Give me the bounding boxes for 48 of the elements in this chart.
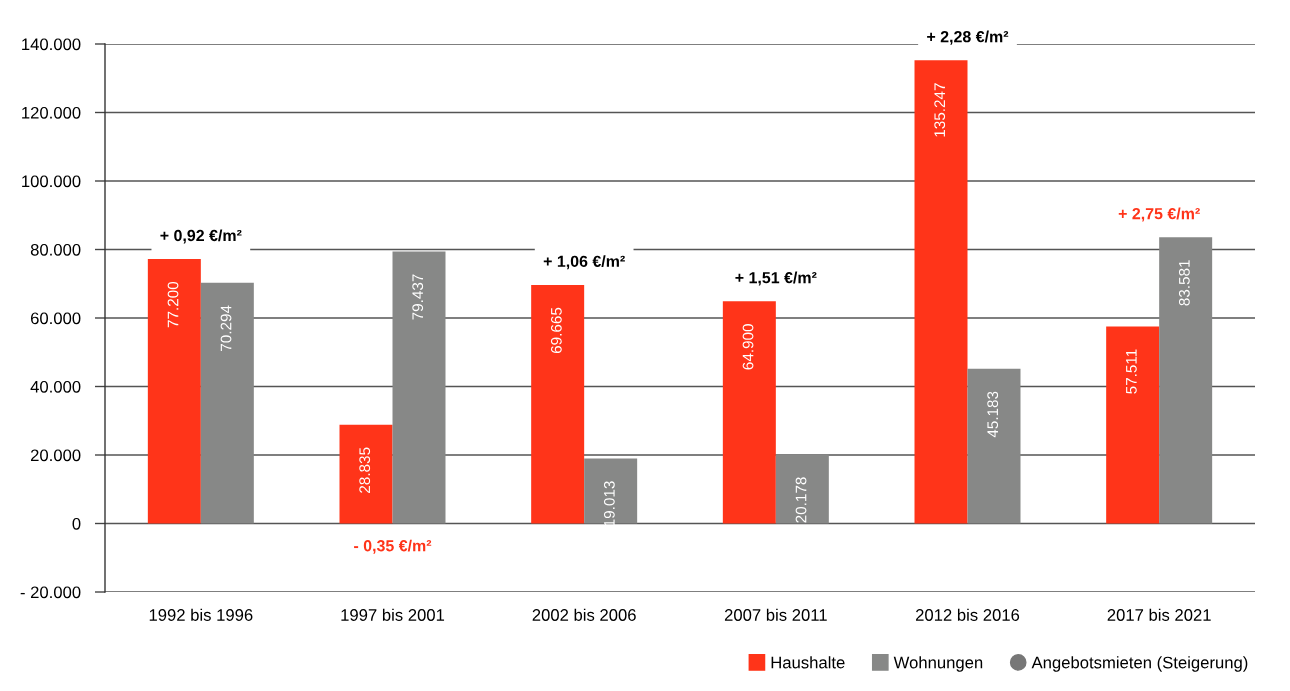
annotation: + 1,06 €/m² [543, 255, 625, 270]
bar [914, 60, 968, 524]
y-tick-label: 100.000 [22, 175, 81, 188]
x-tick-label: 2012 bis 2016 [915, 608, 1020, 621]
data-label: 45.183 [987, 391, 999, 438]
data-label: 19.013 [603, 481, 615, 527]
y-tick-label: - 20.000 [20, 586, 81, 599]
legend-label: Angebotsmieten (Steigerung) [1031, 656, 1248, 672]
bar [1106, 326, 1160, 524]
bar [147, 259, 201, 524]
x-tick-label: 1997 bis 2001 [341, 608, 445, 621]
y-tick-label: 60.000 [30, 312, 81, 325]
legend-label: Wohnungen [893, 656, 983, 672]
bar [531, 284, 585, 524]
bar [200, 282, 254, 524]
data-label: 57.511 [1126, 349, 1137, 394]
y-tick-label: 20.000 [30, 449, 81, 462]
data-label: 135.247 [934, 83, 946, 137]
bar [1159, 237, 1213, 524]
annotation: + 0,92 €/m² [160, 229, 242, 244]
data-label: 77.200 [167, 281, 179, 328]
y-tick-label: 80.000 [30, 243, 81, 256]
annotation: + 2,28 €/m² [927, 30, 1009, 45]
y-tick-label: 0 [72, 517, 81, 530]
y-tick-label: 140.000 [22, 38, 81, 51]
bar [339, 424, 393, 524]
y-tick-label: 120.000 [22, 106, 81, 119]
bar [967, 368, 1021, 524]
data-label: 64.900 [742, 324, 754, 370]
data-label: 79.437 [412, 274, 424, 320]
x-tick-label: 2007 bis 2011 [724, 608, 827, 621]
annotation: - 0,35 €/m² [354, 539, 432, 554]
bar [584, 458, 638, 524]
legend-label: Haushalte [771, 656, 845, 669]
x-tick-label: 2002 bis 2006 [532, 608, 636, 621]
y-tick-label: 40.000 [30, 380, 81, 393]
data-label: 69.665 [550, 307, 562, 354]
annotation: + 2,75 €/m² [1118, 207, 1200, 222]
data-label: 83.581 [1178, 260, 1190, 306]
x-tick-label: 2017 bis 2021 [1107, 608, 1211, 621]
annotation: + 1,51 €/m² [735, 271, 817, 286]
bar [775, 454, 829, 524]
bar [722, 301, 776, 524]
data-label: 20.178 [795, 477, 807, 523]
x-tick-label: 1992 bis 1996 [149, 608, 253, 621]
bar [392, 251, 446, 524]
data-label: 28.835 [359, 447, 371, 493]
data-label: 70.294 [220, 305, 232, 351]
